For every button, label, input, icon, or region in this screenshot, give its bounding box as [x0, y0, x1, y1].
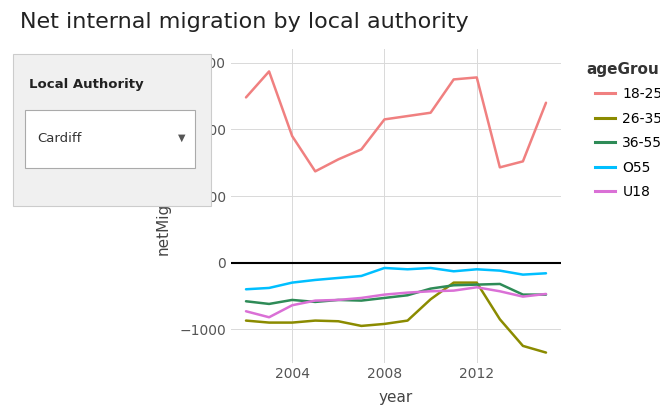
Legend: 18-25, 26-35, 36-55, O55, U18: 18-25, 26-35, 36-55, O55, U18 — [581, 56, 660, 205]
Text: Cardiff: Cardiff — [37, 132, 81, 145]
FancyBboxPatch shape — [13, 54, 211, 206]
Text: ▼: ▼ — [178, 133, 185, 143]
FancyBboxPatch shape — [25, 110, 195, 168]
Y-axis label: netMigration: netMigration — [156, 157, 171, 255]
Text: Local Authority: Local Authority — [29, 77, 144, 91]
X-axis label: year: year — [379, 390, 413, 405]
Text: Net internal migration by local authority: Net internal migration by local authorit… — [20, 12, 469, 33]
